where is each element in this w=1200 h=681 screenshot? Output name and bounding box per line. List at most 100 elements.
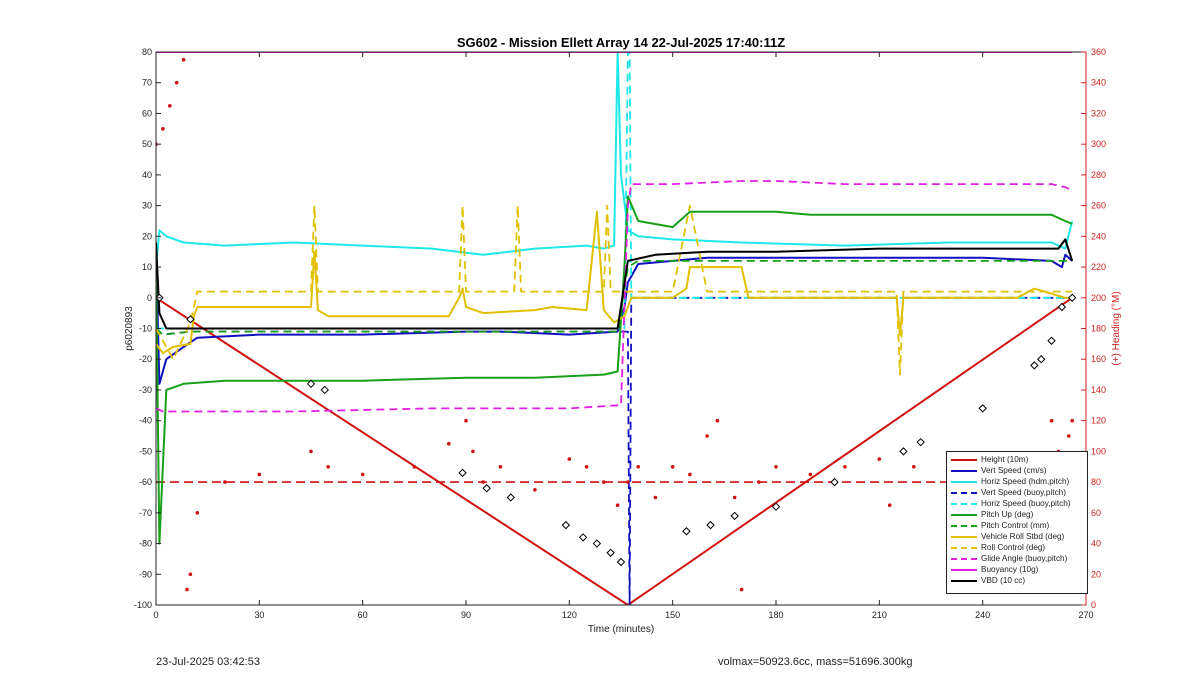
heading-point [739,587,744,592]
series-pitch-up-deg [156,195,1073,545]
heading-point [912,465,916,469]
height-marker [482,484,491,493]
height-marker [616,557,626,567]
x-tick-label: 60 [358,610,368,620]
legend-swatch [951,524,977,527]
height-marker [1047,336,1056,345]
heading-point [732,495,737,500]
legend-swatch [951,579,977,582]
heading-point [195,511,200,515]
heading-point [705,434,709,438]
y2-tick-label: 140 [1091,385,1106,395]
legend-item-horiz-speed-hdm-pitch: Horiz Speed (hdm,pitch) [949,476,1085,487]
height-marker [1037,355,1046,364]
heading-point [360,472,365,477]
legend-label: Vehicle Roll Stbd (deg) [981,532,1065,541]
heading-point [309,449,313,454]
heading-point [615,503,620,508]
heading-point [326,465,331,469]
legend-item-height-10m: Height (10m) [949,454,1085,465]
heading-point [1070,418,1074,423]
legend-label: Vert Speed (buoy,pitch) [981,488,1066,497]
legend-item-roll-control-deg: Roll Control (deg) [949,542,1085,553]
heading-point [464,418,468,423]
plot-area [156,52,1086,605]
series-glide-angle-buoy-pitch [156,180,1073,413]
y2-tick-label: 0 [1091,600,1096,610]
legend-swatch [951,513,977,516]
heading-point [626,480,630,484]
legend-item-buoyancy-10g: Buoyancy (10g) [949,564,1085,575]
y2-tick-label: 360 [1091,47,1106,57]
height-marker [1057,302,1067,312]
heading-point [181,57,186,62]
x-tick-label: 30 [254,610,264,620]
heading-point [447,441,451,446]
height-marker [578,533,588,542]
series-horiz-speed-buoy-pitch [156,52,1073,330]
y2-tick-label: 240 [1091,231,1106,241]
series-layer [156,52,1086,605]
legend-swatch [951,502,977,505]
y-tick-label: -80 [139,539,152,549]
height-marker [506,493,515,502]
heading-point [757,480,761,484]
legend-label: Roll Control (deg) [981,543,1046,552]
y2-tick-label: 20 [1091,569,1101,579]
series-pitch-control-mm [156,259,1073,336]
y2-tick-label: 280 [1091,170,1106,180]
heading-point [257,472,262,477]
legend-swatch [951,546,977,549]
series-horiz-speed-hdm-pitch [156,52,1074,268]
x-tick-label: 90 [461,610,471,620]
heading-point [774,465,778,469]
y2-tick-label: 160 [1091,354,1106,364]
legend-swatch [951,480,977,483]
series-roll-control-deg [156,204,1073,376]
height-marker [978,404,987,413]
heading-point [1067,434,1071,438]
height-marker [592,539,602,548]
x-tick-label: 240 [975,610,990,620]
height-marker [186,315,195,324]
y2-tick-label: 40 [1091,539,1101,549]
height-marker [771,502,781,511]
height-marker [706,520,715,530]
legend-label: Pitch Up (deg) [981,510,1034,519]
height-marker [1030,361,1039,370]
y-tick-label: 60 [142,108,152,118]
series-vehicle-roll-stbd-deg [156,210,1073,355]
legend-item-pitch-control-mm: Pitch Control (mm) [949,520,1085,531]
y-tick-label: 10 [142,262,152,272]
height-marker [830,477,839,487]
heading-point [471,449,475,454]
y2-tick-label: 120 [1091,416,1106,426]
heading-point [567,457,572,461]
y-tick-label: -50 [139,446,152,456]
heading-point [688,472,692,477]
y-tick-label: 20 [142,231,152,241]
heading-point [602,480,606,484]
heading-point [481,480,486,484]
y-tick-label: -20 [139,354,152,364]
y-tick-label: -100 [134,600,152,610]
heading-point [185,587,189,592]
footer-timestamp: 23-Jul-2025 03:42:53 [156,656,260,668]
legend-item-horiz-speed-buoy-pitch: Horiz Speed (buoy,pitch) [949,498,1085,509]
height-marker [730,511,739,521]
legend-swatch [951,535,977,538]
heading-point [174,80,179,85]
x-tick-label: 0 [153,610,158,620]
y-tick-label: 50 [142,139,152,149]
series-vbd-10-cc [156,238,1074,330]
legend-item-vert-speed-buoy-pitch: Vert Speed (buoy,pitch) [949,487,1085,498]
footer-volume-mass: volmax=50923.6cc, mass=51696.300kg [718,656,913,668]
heading-point [808,472,813,477]
heading-point [533,488,537,492]
heading-point [636,465,640,469]
x-tick-label: 180 [768,610,783,620]
y-axis-label: p6020893 [124,306,135,351]
x-tick-label: 270 [1078,610,1093,620]
x-tick-label: 150 [665,610,680,620]
